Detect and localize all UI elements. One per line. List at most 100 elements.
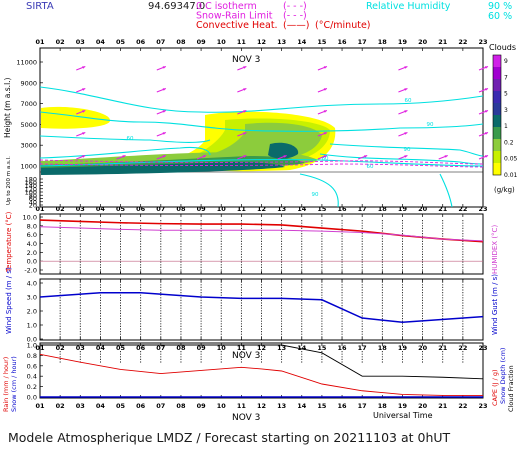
wind-arrow-head — [243, 155, 247, 158]
bottom-hour-label: 15 — [317, 402, 327, 410]
wind-arrow — [317, 88, 328, 93]
bottom-hour-label: 13 — [277, 402, 286, 410]
site-coords: 94.69347.0 — [148, 1, 205, 12]
wind-arrow-head — [484, 132, 488, 135]
legend-symbol: (- - -) — [283, 11, 307, 22]
wind-arrow-head — [82, 66, 86, 69]
wind-arrow-head — [404, 110, 408, 113]
height-tick-label: 11000 — [16, 59, 37, 67]
top-hour-label: 23 — [478, 38, 487, 46]
legend-symbol: (——) — [283, 20, 309, 31]
height-tick-label: 100 — [25, 189, 37, 197]
temp-tick-label: 6.0 — [27, 231, 37, 239]
wind-arrow — [76, 110, 86, 115]
temp-hour-label: 03 — [76, 205, 85, 213]
humidex-line — [39, 226, 484, 242]
top-hour-label: 22 — [458, 38, 467, 46]
top-hour-label: 21 — [438, 38, 448, 46]
temp-hour-label: 04 — [96, 205, 106, 213]
top-hour-label: 19 — [398, 38, 408, 46]
top-hour-label: 06 — [136, 38, 146, 46]
legend-symbol: (- - -) — [283, 1, 307, 12]
rh-contour-label: 60 — [367, 164, 374, 170]
wind-arrow — [116, 155, 126, 160]
precip-tick-label: 0.8 — [27, 352, 37, 360]
wind-arrow — [156, 110, 166, 115]
precip-top-hour-label: 20 — [418, 344, 428, 352]
top-hour-label: 15 — [317, 38, 327, 46]
wind-arrow — [317, 155, 328, 160]
colorbar-segment — [493, 103, 501, 115]
rh-contour — [329, 143, 484, 157]
wind-arrow-head — [162, 88, 166, 91]
wind-arrow — [237, 132, 247, 137]
temp-hour-label: 09 — [197, 205, 207, 213]
rh-contour-label: 90 — [404, 147, 411, 153]
top-hour-label: 07 — [156, 38, 165, 46]
top-hour-label: 08 — [176, 38, 186, 46]
temp-hour-label: 17 — [358, 205, 367, 213]
wind-arrow — [398, 88, 408, 93]
wind-arrow — [478, 155, 489, 160]
precip-top-hour-label: 11 — [237, 344, 247, 352]
temp-hour-label: 13 — [277, 205, 286, 213]
height-axis-title: Height (m a.s.l.) — [3, 77, 12, 138]
wind-arrow — [156, 88, 166, 93]
temp-hour-label: 10 — [217, 205, 227, 213]
wind-arrow-head — [404, 155, 408, 158]
wind-tick-label: 2.0 — [27, 308, 37, 316]
precip-top-hour-label: 19 — [398, 344, 408, 352]
wind-arrow — [277, 155, 287, 160]
precip-top-hour-label: 09 — [197, 344, 207, 352]
temp-hour-label: 22 — [458, 205, 467, 213]
height-tick-label: 7000 — [20, 100, 37, 108]
colorbar-segment — [493, 79, 501, 91]
height-tick-label: 140 — [25, 182, 37, 190]
colorbar-label: 0.2 — [504, 139, 514, 146]
snow-axis-title: Snow (cm / hour) — [10, 356, 18, 412]
height-tick-label: 5000 — [20, 121, 37, 129]
wind-arrow — [317, 66, 328, 71]
colorbar-label: 5 — [504, 91, 508, 98]
wind-arrow-head — [162, 155, 166, 158]
snow-rain-limit-line — [39, 163, 484, 168]
top-hour-label: 20 — [418, 38, 428, 46]
colorbar-label: 7 — [504, 74, 508, 81]
bottom-hour-label: 06 — [136, 402, 146, 410]
wind-panel-frame — [39, 278, 484, 341]
bottom-hour-label: 21 — [438, 402, 448, 410]
precip-tick-label: 0.4 — [27, 373, 37, 381]
legend-rh-90: 90 % — [488, 1, 512, 12]
top-hour-label: 09 — [197, 38, 207, 46]
wind-arrow-head — [162, 110, 166, 113]
legend-label: 0 C isotherm — [196, 1, 257, 12]
wind-arrow — [478, 132, 489, 137]
precip-top-hour-label: 13 — [277, 344, 286, 352]
wind-arrow — [478, 110, 489, 115]
colorbar-segment — [493, 139, 501, 151]
temp-hour-label: 07 — [156, 205, 165, 213]
colorbar-label: 0.05 — [504, 156, 518, 163]
wind-arrow — [156, 66, 166, 71]
rh-contour — [319, 153, 484, 165]
wind-arrow — [237, 66, 247, 71]
precip-panel: 01 02 03 04 05 06 07 08 09 10 11 12 13 14 15 16 17 18 19 20… — [2, 342, 515, 413]
site-name: SIRTA — [26, 1, 54, 12]
wind-arrow — [398, 132, 408, 137]
precip-top-hour-label: 05 — [116, 344, 126, 352]
temp-hour-label: 05 — [116, 205, 126, 213]
rh-contour-label: 90 — [312, 192, 319, 198]
temp-hour-label: 12 — [257, 205, 266, 213]
wind-gust-axis-title: Wind Gust (m / s) — [491, 274, 499, 335]
precip-tick-label: 0.6 — [27, 362, 37, 370]
top-hour-label: 13 — [277, 38, 286, 46]
precip-top-hour-label: 03 — [76, 344, 85, 352]
height-tick-label: 20 — [29, 202, 37, 210]
wind-arrow — [358, 155, 368, 160]
precip-top-hour-label: 06 — [136, 344, 146, 352]
top-hour-label: 04 — [96, 38, 106, 46]
wind-arrow — [237, 110, 247, 115]
rh-contour — [299, 173, 339, 208]
temp-hour-label: 15 — [317, 205, 327, 213]
rh-contour-label: 60 — [405, 98, 412, 104]
